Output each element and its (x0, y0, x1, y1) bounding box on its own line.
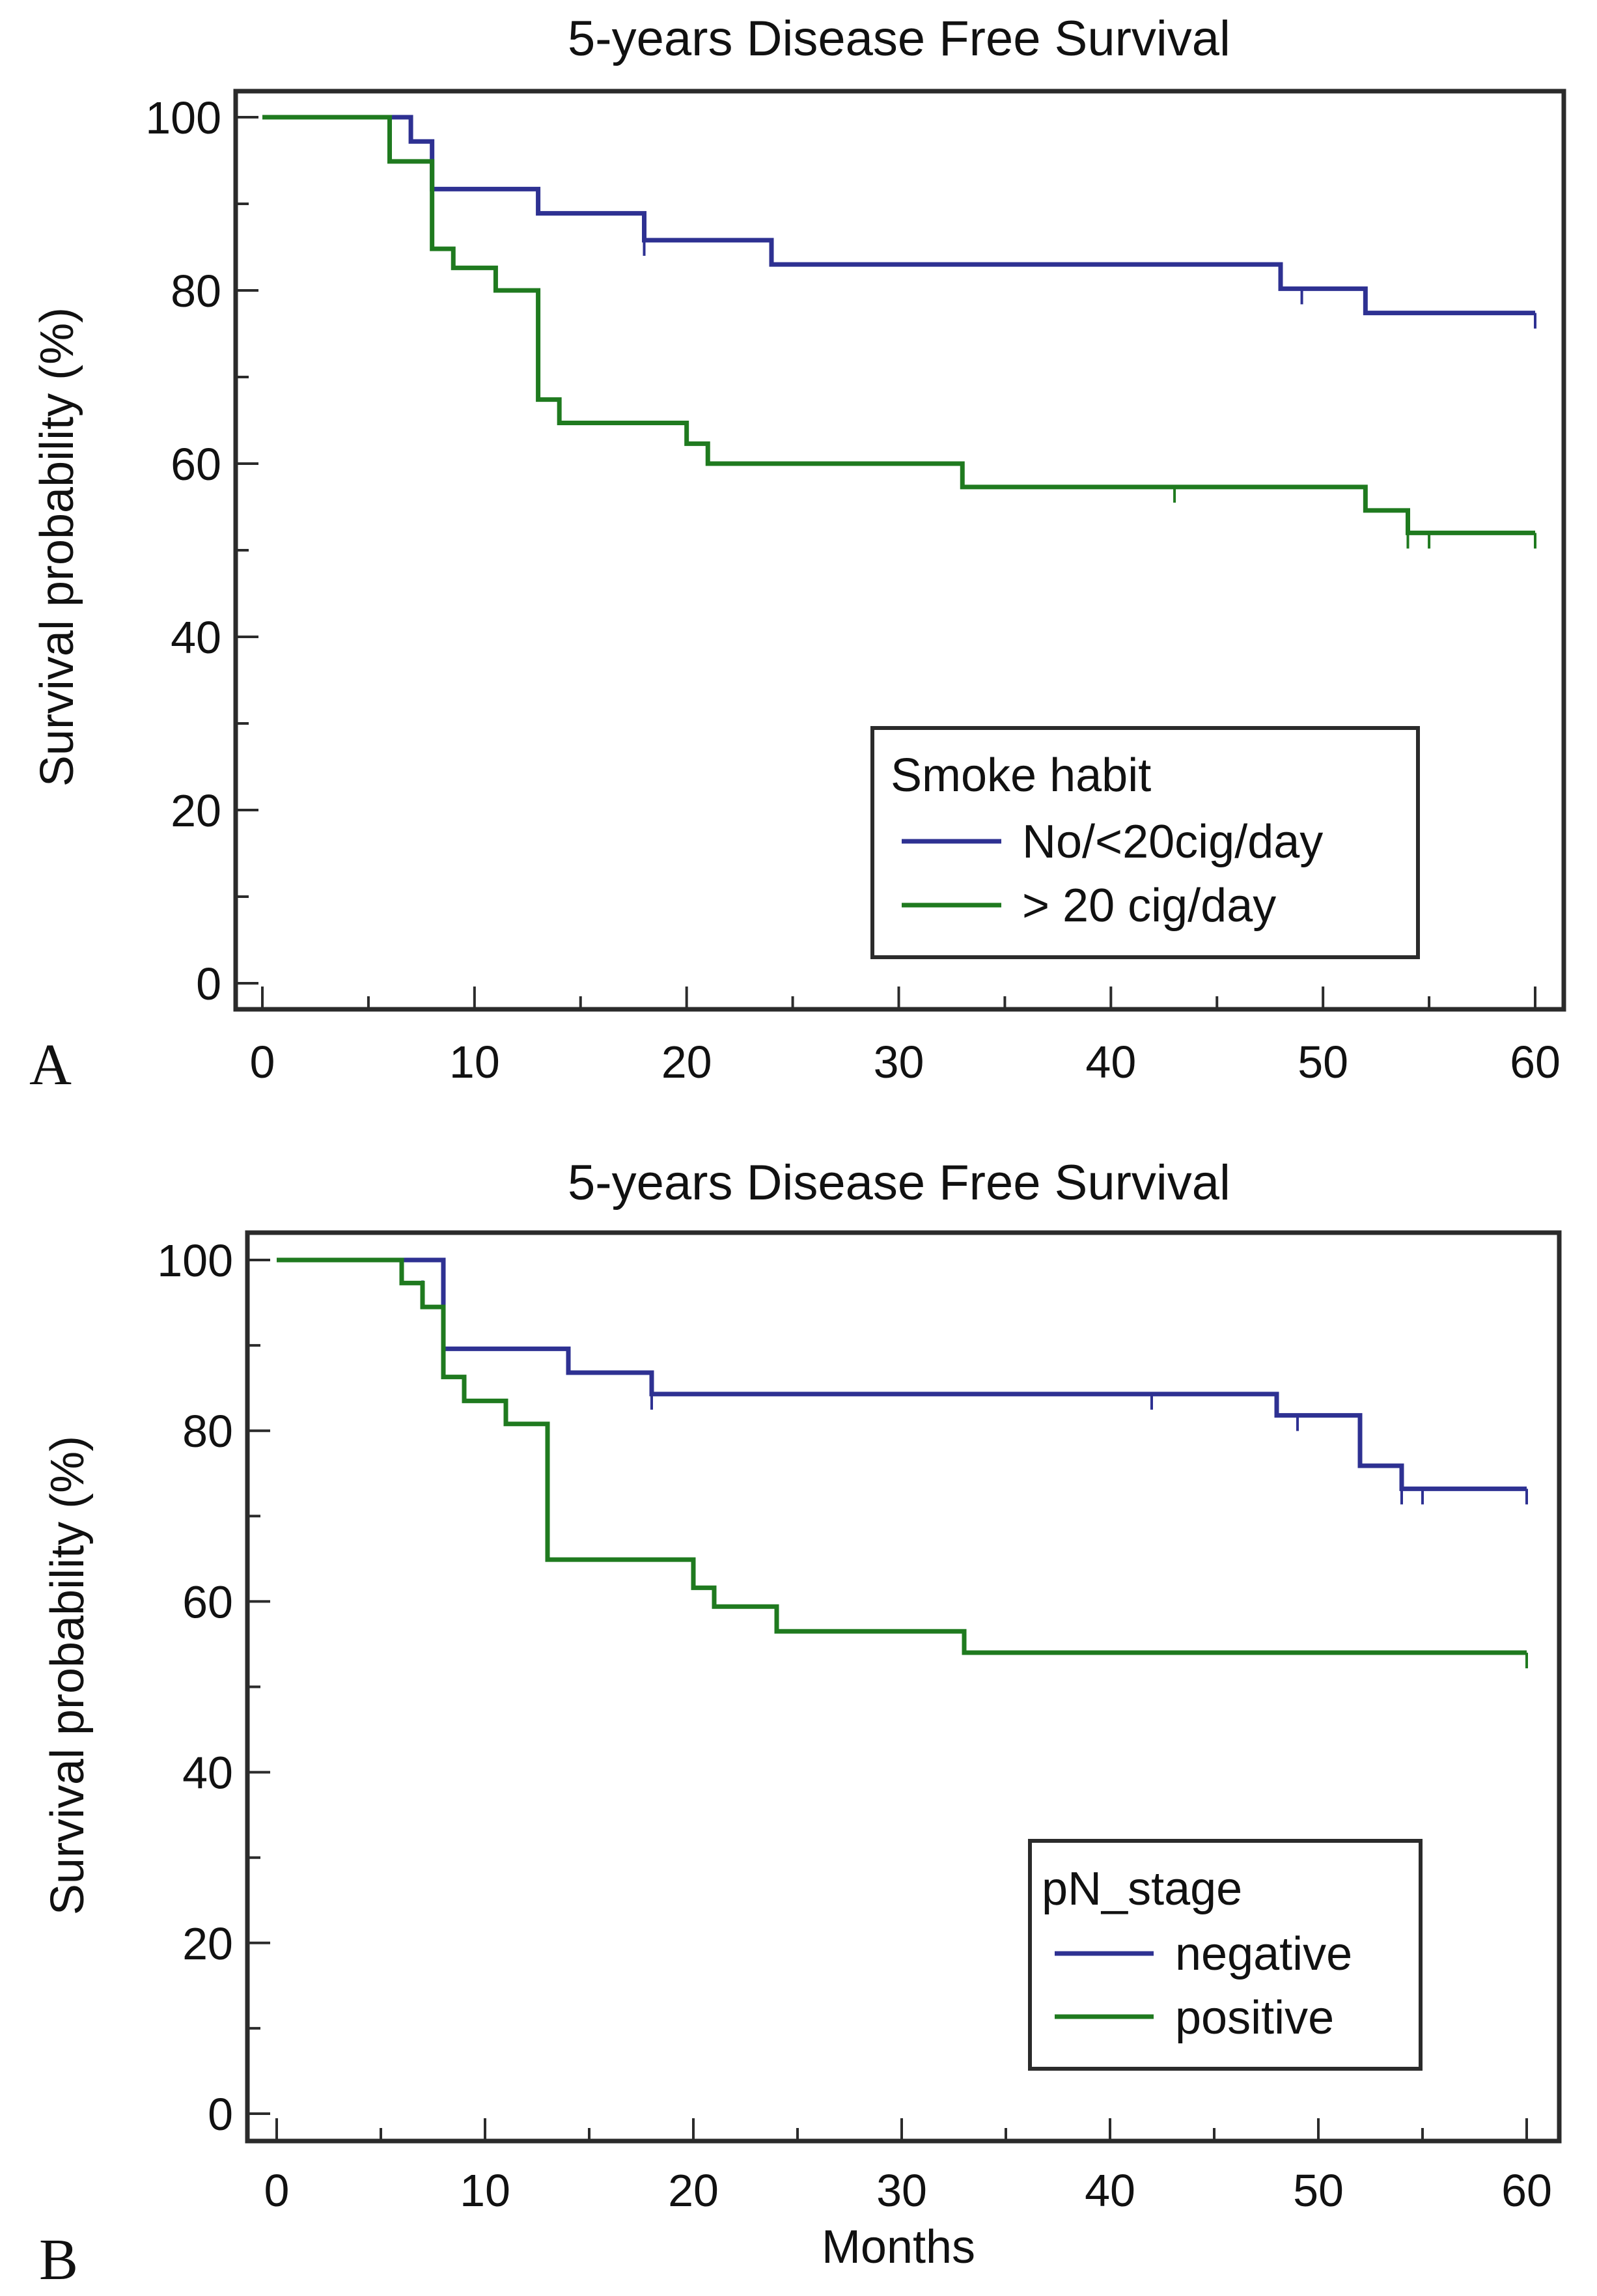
panel-b-y-tick-label: 0 (208, 2089, 233, 2140)
panel-b-y-tick-label: 60 (182, 1576, 233, 1627)
panel-a-x-tick-label: 60 (1510, 1037, 1561, 1087)
panel-a-curves (262, 115, 1536, 549)
panel-b-x-tick-label: 40 (1085, 2165, 1135, 2216)
panel-b-legend-entry-1: negative (1175, 1928, 1352, 1980)
panel-a-title: 5-years Disease Free Survival (568, 11, 1230, 66)
panel-b-title: 5-years Disease Free Survival (568, 1155, 1230, 1211)
panel-b-x-tick-label: 0 (264, 2165, 290, 2216)
panel-a-x-tick-label: 40 (1085, 1037, 1136, 1087)
panel-b-plot-frame (245, 1230, 1562, 2144)
panel-b-y-tick-label: 40 (182, 1748, 233, 1799)
panel-a-series-1-curve (262, 115, 1535, 316)
panel-a-y-tick-label: 80 (171, 266, 221, 316)
panel-b-curves (277, 1257, 1528, 1669)
panel-a-series-2-curve (262, 115, 1535, 535)
panel-a-x-tick-label: 10 (449, 1037, 500, 1087)
panel-b-letter: B (39, 2228, 78, 2292)
panel-b-y-tick-label: 80 (182, 1406, 233, 1457)
panel-b-x-tick-label: 10 (460, 2165, 510, 2216)
panel-b-legend-title: pN_stage (1042, 1863, 1242, 1915)
panel-a-y-tick-label: 40 (171, 612, 221, 663)
panel-a-y-tick-label: 20 (171, 785, 221, 836)
panel-a-x-tick-label: 20 (661, 1037, 712, 1087)
panel-b-y-tick-label: 20 (182, 1918, 233, 1969)
panel-a-x-tick-label: 30 (874, 1037, 924, 1087)
panel-b-x-tick-label: 20 (668, 2165, 719, 2216)
panel-a-y-tick-label: 0 (196, 959, 221, 1009)
panel-b-series-2-curve (277, 1257, 1527, 1655)
panel-a-legend-entry-2: > 20 cig/day (1022, 880, 1276, 932)
panel-a-x-tick-label: 50 (1298, 1037, 1348, 1087)
panel-b-y-axis-label: Survival probability (%) (42, 1436, 94, 1915)
panel-b-x-axis-label: Months (822, 2221, 975, 2273)
panel-a-ticks: 0 10 20 30 40 50 60 0 20 40 60 80 100 (145, 92, 1561, 1087)
panel-a-letter: A (29, 1033, 72, 1097)
panel-a-y-axis-label: Survival probability (%) (31, 307, 83, 787)
panel-b: 5-years Disease Free Survival Survival p… (39, 1155, 1562, 2292)
panel-a-legend-title: Smoke habit (891, 749, 1151, 802)
panel-b-legend-entry-2: positive (1175, 1992, 1334, 2044)
panel-a: 5-years Disease Free Survival Survival p… (29, 11, 1566, 1097)
panel-b-series-1-curve (277, 1257, 1527, 1491)
panel-b-legend: pN_stage negative positive (1028, 1839, 1423, 2071)
panel-b-x-tick-label: 60 (1501, 2165, 1552, 2216)
panel-a-legend-entry-1: No/<20cig/day (1022, 816, 1323, 868)
panel-a-legend: Smoke habit No/<20cig/day > 20 cig/day (870, 726, 1420, 959)
panel-b-x-tick-label: 50 (1293, 2165, 1344, 2216)
panel-a-plot-frame (233, 89, 1566, 1012)
panel-a-x-tick-label: 0 (250, 1037, 275, 1087)
panel-b-y-tick-label: 100 (157, 1235, 233, 1286)
panel-b-ticks: 0 10 20 30 40 50 60 0 20 40 60 80 100 (157, 1235, 1552, 2216)
panel-b-x-tick-label: 30 (876, 2165, 927, 2216)
panel-a-y-tick-label: 100 (145, 92, 221, 143)
panel-a-y-tick-label: 60 (171, 439, 221, 490)
